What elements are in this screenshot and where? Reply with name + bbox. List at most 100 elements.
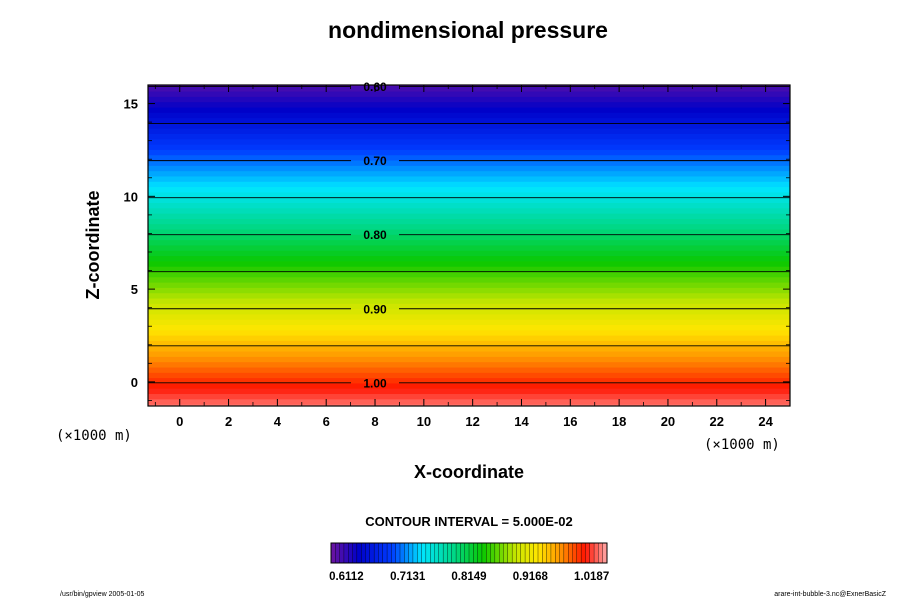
field-band	[148, 149, 790, 156]
field-band	[148, 314, 790, 321]
y-axis-label: Z-coordinate	[83, 190, 103, 299]
field-band	[148, 203, 790, 209]
field-band	[148, 245, 790, 252]
colorbar-swatch	[417, 542, 422, 564]
field-band	[148, 261, 790, 268]
field-band	[148, 287, 790, 294]
field-band	[148, 399, 790, 406]
colorbar-swatch	[576, 542, 582, 564]
contour-labels: 0.600.700.800.901.00	[363, 80, 387, 390]
field-band	[148, 229, 790, 236]
colorbar-swatch	[395, 542, 401, 564]
colorbar-swatch	[490, 542, 496, 564]
colorbar-swatch	[442, 542, 448, 564]
colorbar-swatch	[348, 542, 353, 564]
field-band	[148, 309, 790, 316]
colorbar-swatch	[499, 542, 504, 564]
colorbar-tick-label: 0.6112	[329, 571, 364, 583]
x-tick-label: 6	[323, 414, 330, 429]
field-band	[148, 118, 790, 125]
colorbar-swatch	[373, 542, 379, 564]
colorbar-swatch	[520, 542, 526, 564]
colorbar-swatch	[451, 542, 457, 564]
colorbar-swatch	[399, 542, 405, 564]
colorbar-swatch	[408, 542, 414, 564]
colorbar-swatch	[542, 542, 547, 564]
colorbar-swatch	[486, 542, 491, 564]
colorbar-swatch	[386, 542, 392, 564]
colorbar-swatch	[494, 542, 500, 564]
field-band	[148, 218, 790, 225]
field-band	[148, 213, 790, 220]
colorbar-swatch	[335, 542, 340, 564]
colorbar-swatch	[559, 542, 565, 564]
contour-label: 1.00	[363, 376, 387, 390]
colorbar-swatch	[421, 542, 427, 564]
y-tick-label: 5	[131, 282, 138, 297]
field-band	[148, 271, 790, 278]
colorbar-swatch	[356, 542, 362, 564]
y-tick-label: 10	[124, 189, 138, 204]
colorbar-swatch	[529, 542, 535, 564]
pressure-field	[148, 85, 790, 406]
field-band	[148, 367, 790, 374]
colorbar-swatch	[455, 542, 461, 564]
field-band	[148, 277, 790, 284]
colorbar-swatch	[365, 542, 371, 564]
field-band	[148, 187, 790, 193]
field-band	[148, 293, 790, 300]
colorbar-swatch	[516, 542, 522, 564]
x-tick-label: 18	[612, 414, 626, 429]
colorbar	[330, 542, 608, 564]
field-band	[148, 134, 790, 140]
field-band	[148, 325, 790, 331]
colorbar-swatch	[425, 542, 431, 564]
x-axis-unit-right: (×1000 m)	[704, 437, 780, 453]
y-tick-label: 15	[124, 97, 138, 112]
colorbar-swatch	[477, 542, 483, 564]
colorbar-ticks: 0.6112 0.7131 0.8149 0.9168 1.0187	[329, 571, 609, 583]
field-band	[148, 362, 790, 369]
field-band	[148, 346, 790, 353]
x-tick-label: 20	[661, 414, 675, 429]
colorbar-swatch	[598, 542, 604, 564]
x-tick-label: 0	[176, 414, 183, 429]
field-band	[148, 356, 790, 363]
colorbar-swatch	[382, 542, 388, 564]
colorbar-swatch	[593, 542, 599, 564]
y-tick-label: 0	[131, 375, 138, 390]
x-axis-ticks: 0 2 4 6 8 10 12 14 16 18 20 22 24	[154, 85, 791, 429]
footer-left: /usr/bin/gpview 2005-01-05	[60, 591, 145, 598]
field-band	[148, 192, 790, 199]
x-tick-label: 8	[371, 414, 378, 429]
field-band	[148, 256, 790, 262]
plot-frame	[147, 84, 791, 407]
colorbar-swatch	[537, 542, 543, 564]
field-band	[148, 96, 790, 103]
colorbar-swatch	[473, 542, 478, 564]
field-band	[148, 160, 790, 167]
field-band	[148, 234, 790, 241]
field-band	[148, 383, 790, 390]
colorbar-swatch	[550, 542, 556, 564]
colorbar-swatch	[434, 542, 440, 564]
field-band	[148, 224, 790, 231]
field-band	[148, 139, 790, 146]
chart-title: nondimensional pressure	[328, 17, 608, 43]
field-band	[148, 335, 790, 342]
field-band	[148, 351, 790, 358]
field-band	[148, 340, 790, 347]
colorbar-swatch	[369, 542, 375, 564]
field-band	[148, 85, 790, 87]
field-band	[148, 250, 790, 257]
colorbar-tick-label: 1.0187	[574, 571, 609, 583]
x-tick-label: 12	[465, 414, 479, 429]
colorbar-swatch	[589, 542, 595, 564]
colorbar-swatch	[460, 542, 466, 564]
field-band	[148, 112, 790, 119]
colorbar-swatch	[481, 542, 487, 564]
colorbar-swatch	[572, 542, 578, 564]
colorbar-tick-label: 0.7131	[390, 571, 426, 583]
x-tick-label: 14	[514, 414, 529, 429]
